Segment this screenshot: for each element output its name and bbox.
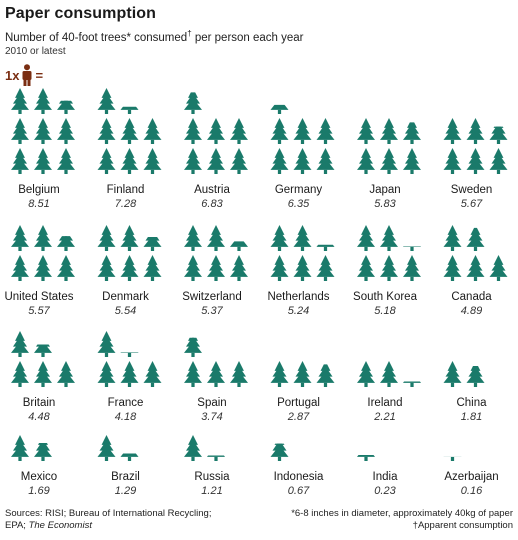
tree-group-canada: [443, 225, 508, 281]
tree-group-china: [443, 361, 485, 387]
country-label: South Korea: [353, 291, 418, 303]
legend-suffix: =: [35, 67, 44, 83]
sources-line-2-prefix: EPA;: [5, 520, 29, 531]
footnote-trees: *6-8 inches in diameter, approximately 4…: [291, 508, 513, 519]
country-label: India: [373, 471, 399, 483]
value-label: 2.87: [287, 411, 310, 423]
chart-subtitle: Number of 40-foot trees* consumed† per p…: [5, 29, 304, 44]
country-label: Azerbaijan: [444, 471, 498, 483]
country-label: Ireland: [367, 397, 402, 409]
value-label: 5.24: [288, 305, 309, 317]
value-label: 0.23: [374, 485, 396, 497]
value-label: 3.74: [201, 411, 222, 423]
tree-group-portugal: [270, 361, 335, 387]
value-label: 4.18: [115, 411, 137, 423]
value-label: 0.67: [288, 485, 310, 497]
country-label: Spain: [197, 397, 226, 409]
tree-group-indonesia: [270, 443, 289, 461]
person-icon: [22, 64, 32, 86]
country-label: Britain: [23, 397, 56, 409]
subtitle-dagger: †: [187, 29, 192, 38]
value-label: 1.29: [115, 485, 136, 497]
country-label: Brazil: [111, 471, 140, 483]
chart-note: 2010 or latest: [5, 46, 66, 57]
country-label: Germany: [275, 184, 323, 196]
tree-group-azerbaijan: [450, 456, 455, 461]
tree-group-belgium: [11, 88, 75, 174]
country-label: Austria: [194, 184, 230, 196]
tree-group-france: [97, 331, 162, 387]
value-label: 8.51: [28, 198, 49, 210]
value-label: 5.67: [461, 198, 483, 210]
country-label: United States: [4, 291, 73, 303]
footnote-apparent: †Apparent consumption: [412, 520, 513, 531]
tree-group-brazil: [97, 435, 139, 461]
sources-publisher: The Economist: [28, 520, 92, 531]
value-label: 0.16: [461, 485, 483, 497]
value-label: 6.83: [201, 198, 223, 210]
sources-line-2: EPA; The Economist: [5, 520, 211, 532]
tree-group-spain: [184, 337, 248, 387]
sources: Sources: RISI; Bureau of International R…: [5, 508, 211, 532]
value-label: 6.35: [288, 198, 310, 210]
chart-title: Paper consumption: [5, 5, 157, 22]
country-label: China: [456, 397, 487, 409]
value-label: 2.21: [373, 411, 395, 423]
value-label: 1.21: [201, 485, 222, 497]
subtitle-tail: per person each year: [191, 31, 304, 44]
tree-group-finland: [97, 88, 162, 174]
country-label: Portugal: [277, 397, 320, 409]
tree-group-united-states: [11, 225, 75, 281]
value-label: 5.57: [28, 305, 50, 317]
tree-group-netherlands: [270, 225, 335, 281]
country-label: France: [108, 397, 144, 409]
value-label: 5.37: [201, 305, 223, 317]
subtitle-text: Number of 40-foot trees* consumed: [5, 31, 188, 44]
tree-group-russia: [184, 435, 225, 461]
value-label: 1.69: [28, 485, 49, 497]
country-label: Russia: [194, 471, 230, 483]
legend: 1x =: [5, 63, 43, 87]
value-label: 7.28: [115, 198, 137, 210]
value-label: 5.18: [374, 305, 396, 317]
tree-group-japan: [357, 118, 421, 174]
tree-group-mexico: [11, 435, 52, 461]
country-label: Indonesia: [274, 471, 324, 483]
tree-group-switzerland: [184, 225, 248, 281]
tree-group-denmark: [97, 225, 162, 281]
country-label: Canada: [451, 291, 492, 303]
country-label: Sweden: [451, 184, 493, 196]
country-label: Belgium: [18, 184, 60, 196]
pictogram-chart: Belgium 8.51 Finland 7.28 Austria 6.83 Germany…: [4, 88, 508, 497]
tree-group-austria: [184, 92, 248, 174]
legend-prefix: 1x: [5, 67, 20, 83]
value-label: 1.81: [461, 411, 482, 423]
tree-group-sweden: [443, 118, 508, 174]
country-label: Switzerland: [182, 291, 241, 303]
tree-group-india: [357, 455, 375, 461]
country-label: Mexico: [21, 471, 57, 483]
country-label: Japan: [369, 184, 400, 196]
value-label: 5.54: [115, 305, 136, 317]
value-label: 4.89: [461, 305, 482, 317]
country-label: Finland: [107, 184, 145, 196]
footnotes: *6-8 inches in diameter, approximately 4…: [291, 508, 513, 532]
country-label: Netherlands: [267, 291, 329, 303]
tree-group-ireland: [357, 361, 421, 387]
sources-line-1: Sources: RISI; Bureau of International R…: [5, 508, 212, 519]
value-label: 4.48: [28, 411, 50, 423]
tree-group-germany: [270, 104, 335, 174]
tree-group-britain: [11, 331, 75, 387]
value-label: 5.83: [374, 198, 396, 210]
country-label: Denmark: [102, 291, 149, 303]
tree-group-south-korea: [357, 225, 421, 281]
